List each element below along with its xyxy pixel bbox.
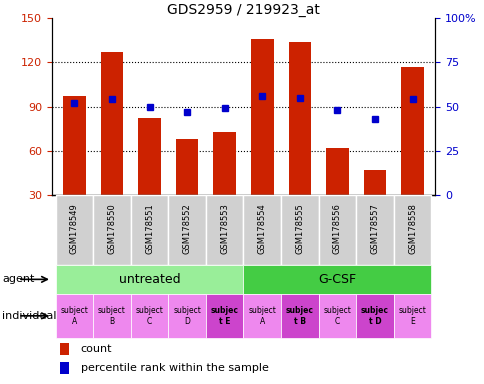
Text: GSM178550: GSM178550 xyxy=(107,203,116,254)
Bar xyxy=(101,52,123,239)
Text: subject
B: subject B xyxy=(98,306,126,326)
Bar xyxy=(56,265,243,294)
Bar xyxy=(168,195,206,265)
Bar xyxy=(138,118,161,239)
Text: subject
E: subject E xyxy=(398,306,425,326)
Text: percentile rank within the sample: percentile rank within the sample xyxy=(80,363,268,373)
Bar xyxy=(176,139,198,239)
Bar xyxy=(243,265,430,294)
Bar xyxy=(355,294,393,338)
Bar xyxy=(63,96,86,239)
Text: G-CSF: G-CSF xyxy=(318,273,356,286)
Text: subjec
t E: subjec t E xyxy=(210,306,238,326)
Bar xyxy=(168,294,206,338)
Text: GSM178557: GSM178557 xyxy=(370,203,378,254)
Bar xyxy=(213,132,236,239)
Bar xyxy=(318,294,355,338)
Text: GSM178555: GSM178555 xyxy=(295,203,303,254)
Bar xyxy=(393,195,430,265)
Bar xyxy=(250,39,273,239)
Bar xyxy=(60,343,69,355)
Text: GSM178551: GSM178551 xyxy=(145,203,154,254)
Bar xyxy=(131,195,168,265)
Bar xyxy=(56,195,93,265)
Text: GSM178553: GSM178553 xyxy=(220,203,229,254)
Text: count: count xyxy=(80,344,112,354)
Bar xyxy=(363,170,385,239)
Text: individual: individual xyxy=(2,311,57,321)
Text: subject
C: subject C xyxy=(323,306,350,326)
Bar xyxy=(280,294,318,338)
Bar xyxy=(393,294,430,338)
Text: GSM178552: GSM178552 xyxy=(182,203,191,254)
Text: subjec
t D: subjec t D xyxy=(360,306,388,326)
Text: subject
C: subject C xyxy=(136,306,163,326)
Text: GSM178558: GSM178558 xyxy=(407,203,416,254)
Text: GSM178549: GSM178549 xyxy=(70,203,79,254)
Bar xyxy=(56,294,93,338)
Text: agent: agent xyxy=(2,274,35,285)
Bar xyxy=(206,294,243,338)
Bar xyxy=(93,294,131,338)
Bar xyxy=(325,148,348,239)
Text: untreated: untreated xyxy=(119,273,180,286)
Text: subject
A: subject A xyxy=(248,306,275,326)
Bar xyxy=(206,195,243,265)
Bar xyxy=(288,41,310,239)
Bar xyxy=(243,195,280,265)
Text: subjec
t B: subjec t B xyxy=(285,306,313,326)
Bar xyxy=(280,195,318,265)
Text: GSM178554: GSM178554 xyxy=(257,203,266,254)
Bar xyxy=(400,67,423,239)
Bar xyxy=(131,294,168,338)
Bar xyxy=(355,195,393,265)
Bar xyxy=(60,362,69,374)
Bar xyxy=(93,195,131,265)
Bar xyxy=(243,294,280,338)
Title: GDS2959 / 219923_at: GDS2959 / 219923_at xyxy=(166,3,319,17)
Text: subject
A: subject A xyxy=(60,306,88,326)
Text: subject
D: subject D xyxy=(173,306,201,326)
Bar xyxy=(318,195,355,265)
Text: GSM178556: GSM178556 xyxy=(332,203,341,254)
